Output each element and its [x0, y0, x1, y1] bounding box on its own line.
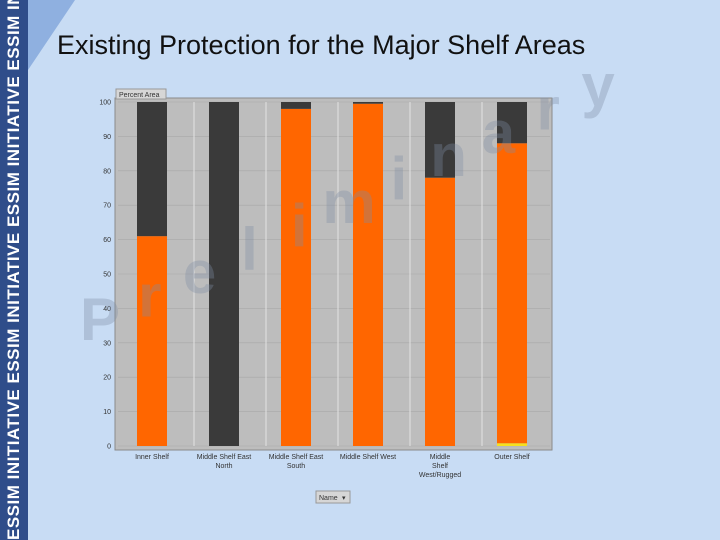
x-category-label: Outer Shelf: [494, 454, 529, 461]
bar-segment: [353, 102, 383, 104]
bar-segment: [137, 102, 167, 237]
y-tick-label: 50: [103, 272, 111, 279]
bar-segment: [497, 443, 527, 446]
y-tick-label: 30: [103, 340, 111, 347]
gridlines: [118, 101, 550, 447]
watermark-letter: P: [80, 286, 120, 353]
percent-area-label: Percent Area: [115, 88, 167, 100]
watermark-letter: i: [390, 146, 407, 213]
watermark-letter: m: [322, 169, 375, 236]
percent-area-label-text: Percent Area: [119, 92, 160, 99]
dropdown-arrow-icon: ▾: [342, 495, 346, 502]
bar-segment: [425, 177, 455, 446]
category-separators: [193, 102, 483, 446]
watermark-letter: r: [537, 75, 560, 142]
watermark-letter: e: [183, 239, 216, 306]
bar-segment: [281, 102, 311, 109]
watermark-letter: n: [430, 122, 467, 189]
y-axis: 0 10 20 30 40 50 60 70 80 90 100: [99, 100, 111, 451]
watermark-letter: l: [241, 216, 258, 283]
y-tick-label: 0: [107, 444, 111, 451]
x-category-label: Inner Shelf: [135, 454, 169, 461]
x-category-label: Middle Shelf East South: [269, 454, 324, 470]
bar-segment: [497, 143, 527, 444]
watermark-letter: i: [291, 192, 308, 259]
bars: [137, 102, 527, 446]
x-category-label: Middle Shelf West/Rugged: [419, 454, 461, 479]
y-tick-label: 40: [103, 306, 111, 313]
watermark-letter: y: [581, 52, 615, 119]
bar-segment: [425, 102, 455, 178]
name-field-button-label: Name: [319, 495, 338, 502]
bar-segment: [281, 108, 311, 446]
y-tick-label: 100: [99, 100, 111, 107]
sidebar-banner: ESSIM INITIATIVE ESSIM INITIATIVE ESSIM …: [0, 0, 28, 540]
bar-segment: [209, 102, 239, 446]
x-category-label: Middle Shelf West: [340, 454, 396, 461]
y-tick-label: 10: [103, 409, 111, 416]
x-category-label: Middle Shelf East North: [197, 454, 252, 470]
y-tick-label: 60: [103, 237, 111, 244]
bar-segment: [137, 236, 167, 446]
bar-segment: [353, 103, 383, 446]
bar-segment: [497, 102, 527, 144]
y-tick-label: 80: [103, 168, 111, 175]
name-field-button[interactable]: Name ▾: [315, 490, 351, 504]
y-tick-label: 90: [103, 134, 111, 141]
y-tick-label: 20: [103, 375, 111, 382]
corner-accent: [28, 0, 75, 70]
x-axis: Inner Shelf Middle Shelf East North Middle …: [135, 454, 530, 479]
y-tick-label: 70: [103, 203, 111, 210]
watermark-letter: r: [138, 263, 161, 330]
watermark-letter: a: [482, 99, 516, 166]
slide-title: Existing Protection for the Major Shelf …: [57, 30, 586, 60]
